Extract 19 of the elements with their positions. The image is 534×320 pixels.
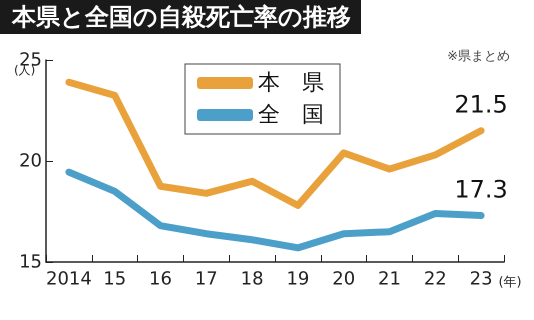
y-tick-label: 15 [19,252,42,272]
x-tick-label: 20 [332,268,356,290]
legend-label: 本 県 [258,70,324,96]
annotation: ※県まとめ [447,49,510,64]
chart-title: 本県と全国の自殺死亡率の推移 [11,3,351,31]
x-tick-label: 21 [378,268,401,290]
x-tick-label: 23 [470,268,493,290]
x-tick-label: 18 [240,268,264,290]
x-axis-title: (年) [498,275,522,290]
x-tick-label: 19 [286,268,310,290]
x-tick-label: 16 [149,268,172,290]
y-tick-label: 20 [19,150,42,172]
x-tick-label: 22 [424,268,447,290]
x-tick-label: 15 [103,268,126,290]
x-tick-label: 17 [194,268,218,290]
data-label: 21.5 [454,90,508,119]
x-tick-label: 2014 [46,268,92,290]
data-label: 17.3 [454,176,508,204]
legend-label: 全 国 [258,102,324,128]
